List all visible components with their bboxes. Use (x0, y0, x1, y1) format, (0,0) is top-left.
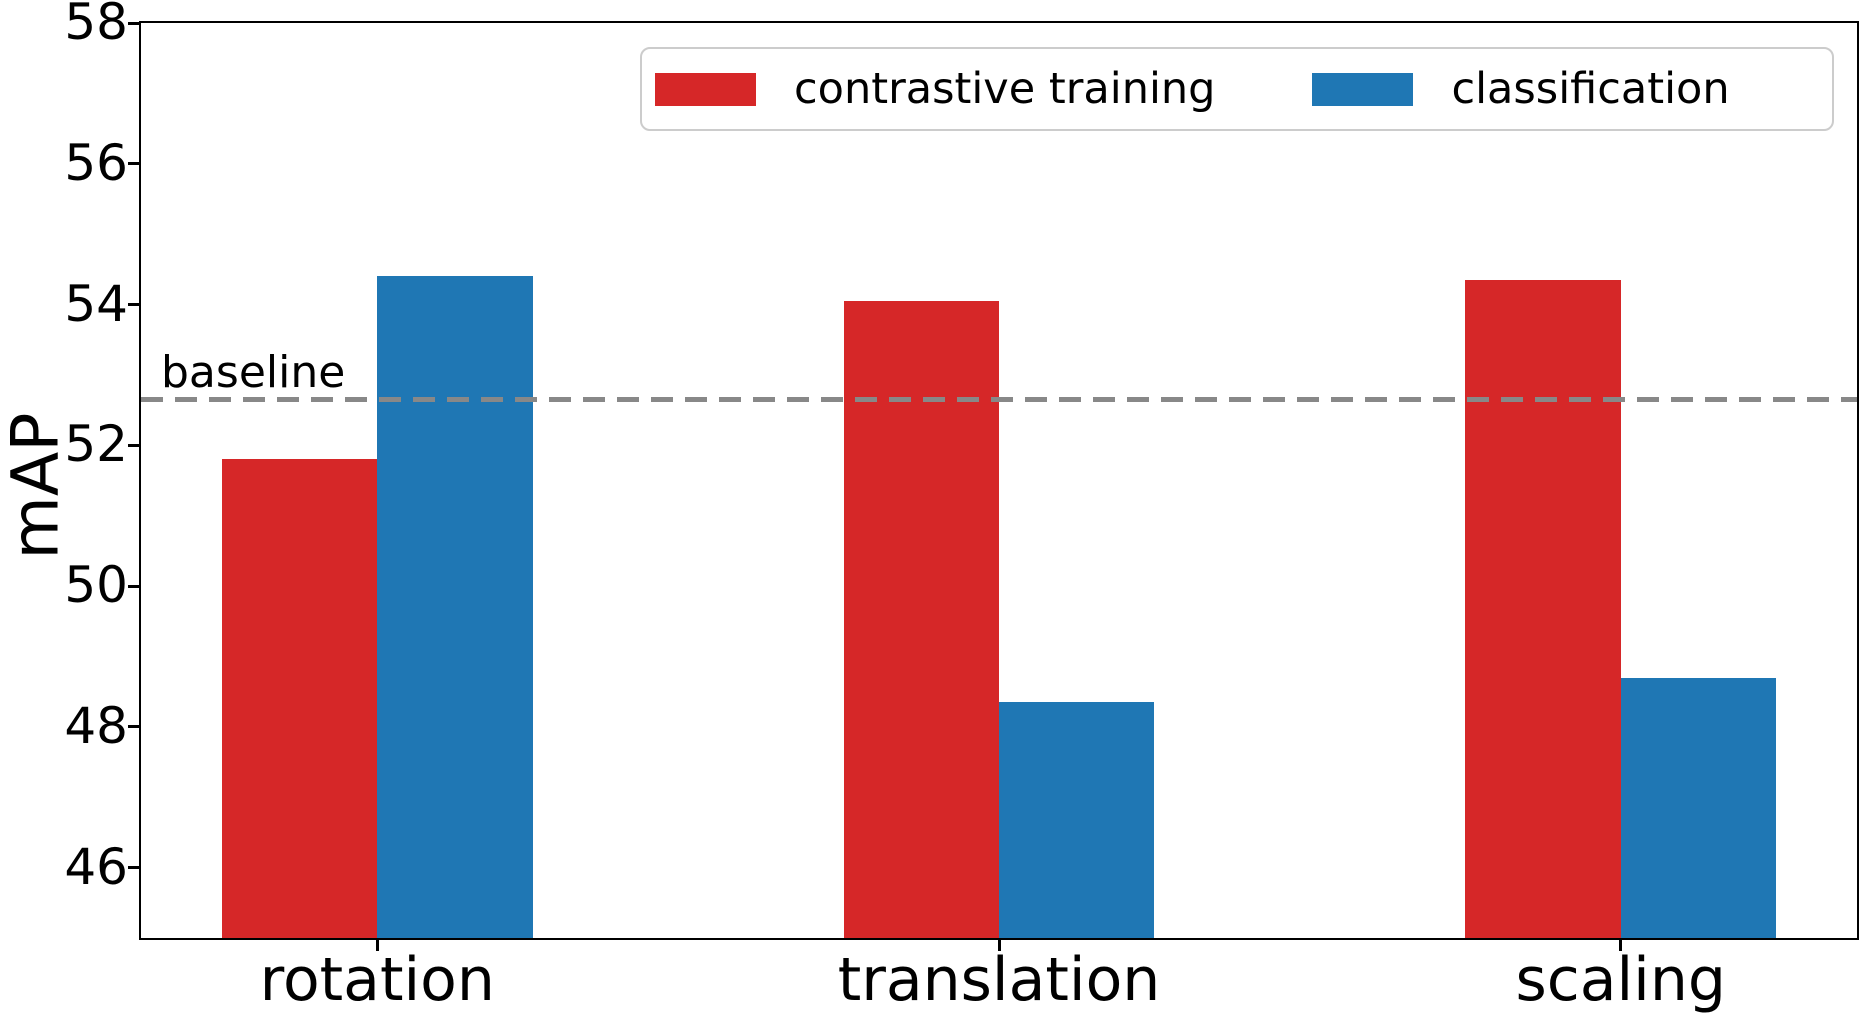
x-tick-label-scaling: scaling (1515, 945, 1726, 1015)
blue-swatch-icon (1312, 72, 1414, 106)
legend: contrastive training classification (640, 47, 1834, 131)
legend-entry-contrastive-training: contrastive training (655, 63, 1216, 114)
y-tick-label-52: 52 (64, 415, 128, 474)
bar-translation-contrastive-training (843, 301, 999, 938)
x-tick-mark-scaling (1619, 940, 1623, 951)
legend-label-classification: classification (1451, 63, 1730, 114)
y-tick-label-58: 58 (64, 0, 128, 51)
bar-translation-classification (999, 702, 1155, 938)
y-tick-mark-48 (128, 725, 139, 729)
plot-area: 46 48 50 52 54 56 58 rotation translation scalin… (64, 0, 1859, 1010)
x-tick-mark-translation (997, 940, 1001, 951)
y-tick-label-46: 46 (64, 837, 128, 896)
y-tick-mark-56 (128, 162, 139, 166)
y-tick-label-50: 50 (64, 556, 128, 615)
bar-rotation-contrastive-training (221, 459, 378, 938)
x-tick-label-rotation: rotation (259, 945, 495, 1015)
y-tick-mark-58 (128, 21, 139, 25)
legend-entry-classification: classification (1312, 63, 1730, 114)
y-tick-label-56: 56 (64, 133, 128, 192)
x-tick-mark-rotation (375, 940, 379, 951)
bar-rotation-classification (377, 276, 533, 938)
bar-scaling-contrastive-training (1465, 279, 1621, 938)
legend-label-contrastive-training: contrastive training (794, 63, 1216, 114)
y-tick-mark-46 (128, 866, 139, 870)
bar-scaling-classification (1620, 677, 1777, 938)
y-axis-label: mAP (0, 412, 74, 560)
y-tick-mark-50 (128, 584, 139, 588)
y-tick-mark-54 (128, 303, 139, 307)
red-swatch-icon (655, 72, 756, 106)
x-tick-label-translation: translation (837, 945, 1161, 1015)
y-tick-label-48: 48 (64, 696, 128, 755)
baseline-annotation: baseline (161, 346, 346, 398)
y-tick-mark-52 (128, 443, 139, 447)
y-tick-label-54: 54 (64, 274, 128, 333)
baseline-dashed-line (141, 397, 1857, 403)
